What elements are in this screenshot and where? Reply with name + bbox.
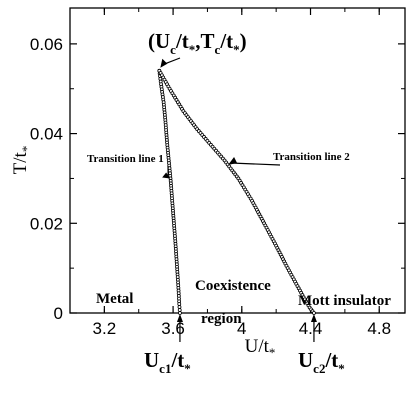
data-point	[177, 308, 182, 312]
y-axis-title: T/t*	[10, 146, 34, 175]
axes: U/t* T/t*	[10, 7, 406, 360]
uc1-label: Uc1/t*	[144, 348, 191, 376]
mott-insulator-label: Mott insulator	[298, 293, 391, 309]
uc2-arrowhead	[310, 314, 317, 322]
transition-line-2-arrow	[231, 162, 281, 166]
x-tick-label: 4.4	[299, 319, 323, 338]
data-point	[177, 302, 182, 306]
annotations: (Uc/t*,Tc/t*) Transition line 1 Transition…	[87, 29, 391, 376]
y-tick-label: 0.04	[30, 125, 63, 144]
y-tick-label: 0.06	[30, 35, 63, 54]
transition-line-1-arrowhead	[162, 172, 171, 179]
x-axis-title: U/t*	[245, 336, 276, 360]
critical-point-label: (Uc/t*,Tc/t*)	[148, 29, 247, 57]
plot-frame	[69, 7, 406, 314]
ticks: 3.2 3.6 4 4.4 4.8 0 0.02 0.04 0.06	[30, 8, 405, 338]
transition-line-1-label: Transition line 1	[87, 153, 164, 165]
x-tick-label: 3.2	[93, 319, 117, 338]
x-tick-label: 4	[237, 319, 246, 338]
transition-line-2-arrowhead	[228, 156, 238, 165]
critical-point-arrowhead	[160, 58, 168, 68]
y-tick-label: 0	[54, 304, 63, 323]
x-tick-label: 3.6	[161, 319, 185, 338]
data-point	[177, 305, 182, 309]
series-1	[157, 68, 182, 315]
uc2-label: Uc2/t*	[298, 348, 345, 376]
series-2	[157, 68, 316, 315]
data-series	[157, 68, 316, 315]
metal-region-label: Metal	[96, 291, 133, 307]
y-tick-label: 0.02	[30, 214, 63, 233]
transition-line-2-label: Transition line 2	[273, 151, 350, 163]
uc1-arrowhead	[176, 314, 183, 322]
coexistence-region-label-2: region	[201, 311, 242, 327]
x-tick-label: 4.8	[367, 319, 391, 338]
coexistence-region-label: Coexistence	[195, 278, 271, 294]
